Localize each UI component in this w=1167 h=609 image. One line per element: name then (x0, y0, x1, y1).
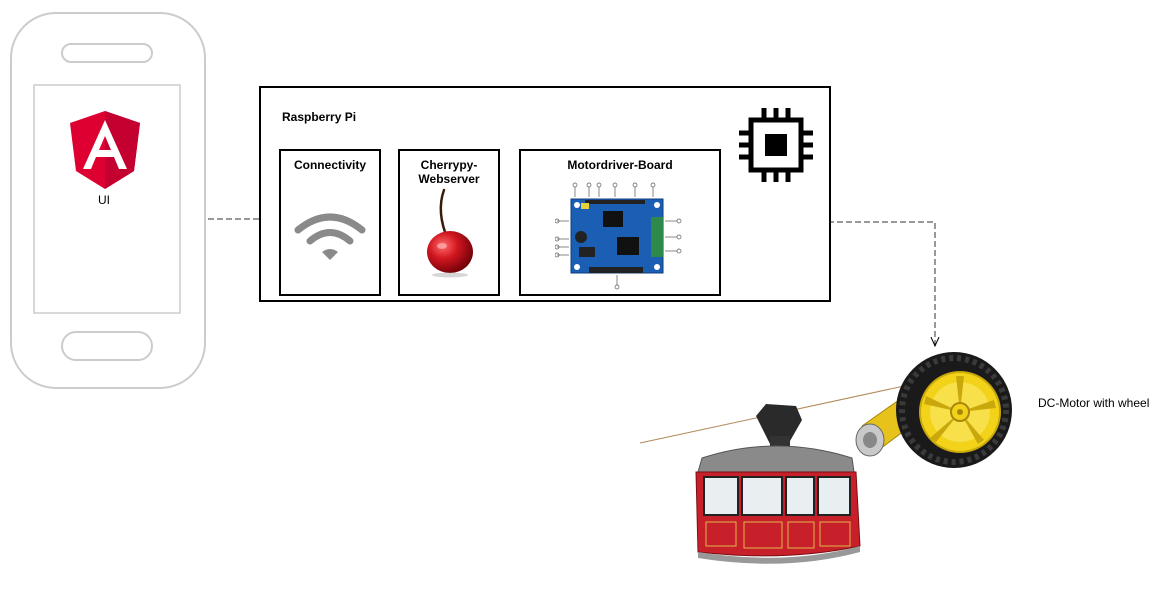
motordriver-board-title: Motordriver-Board (567, 158, 673, 172)
cable-car-gondola-image (639, 379, 933, 564)
raspberry-pi-title: Raspberry Pi (282, 110, 357, 124)
connectivity-box (279, 149, 381, 296)
webserver-title-line2: Webserver (418, 172, 480, 186)
motor-driver-board-image (555, 182, 682, 290)
angular-logo-icon (70, 111, 140, 189)
dc-motor-wheel-image (855, 352, 1012, 468)
cpu-chip-icon (739, 108, 813, 182)
wifi-icon (294, 213, 366, 260)
dc-motor-label: DC-Motor with wheel (1038, 396, 1150, 410)
ui-label: UI (98, 193, 110, 207)
connectivity-title: Connectivity (293, 158, 366, 172)
webserver-title-line1: Cherrypy- (420, 158, 478, 172)
cherry-icon (427, 188, 473, 278)
board-to-motor-arrow (720, 221, 935, 346)
smartphone: UI (10, 12, 206, 389)
